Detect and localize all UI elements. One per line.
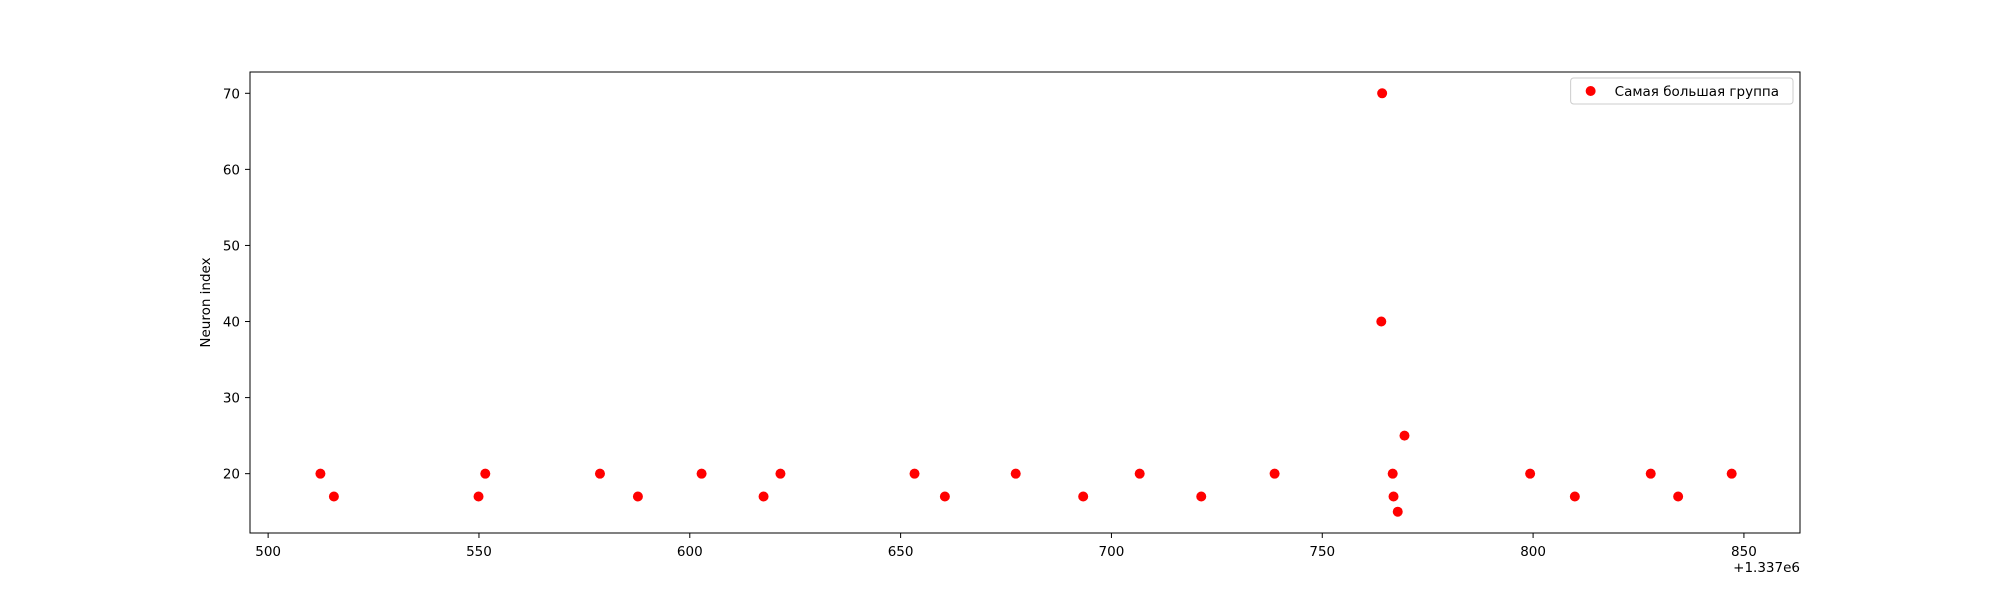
plot-frame — [249, 71, 1801, 534]
y-axis-label: Neuron index — [198, 257, 214, 347]
data-point — [696, 468, 707, 479]
x-tick-label: 700 — [1099, 544, 1125, 560]
y-axis: 20 30 40 50 60 70 — [223, 86, 250, 483]
data-point — [1388, 491, 1399, 502]
x-tick-label: 850 — [1731, 544, 1757, 560]
y-tick-label: 20 — [223, 467, 240, 483]
data-point — [594, 468, 605, 479]
x-tick-label: 500 — [255, 544, 281, 560]
x-tick-label: 550 — [466, 544, 492, 560]
legend-marker — [1585, 86, 1596, 96]
y-tick-label: 70 — [223, 86, 240, 102]
legend-box — [1570, 77, 1794, 105]
x-axis-offset-label: +1.337e6 — [1733, 560, 1800, 576]
data-point — [480, 468, 491, 479]
plot-area — [249, 71, 1801, 534]
data-point — [1134, 468, 1145, 479]
legend: Самая большая группа — [1570, 77, 1794, 105]
data-point — [909, 468, 920, 479]
y-tick-label: 60 — [223, 162, 240, 178]
data-point — [1569, 491, 1580, 502]
data-point — [758, 491, 769, 502]
y-tick-label: 30 — [223, 391, 240, 407]
data-point — [315, 468, 326, 479]
x-tick-label: 800 — [1520, 544, 1546, 560]
x-tick-label: 750 — [1309, 544, 1335, 560]
data-point — [1376, 316, 1387, 327]
data-point — [1726, 468, 1737, 479]
data-point — [1387, 468, 1398, 479]
x-tick-label: 650 — [888, 544, 914, 560]
legend-entry-label: Самая большая группа — [1615, 84, 1779, 100]
data-point — [1269, 468, 1280, 479]
x-axis: 500 550 600 650 700 750 800 850 — [255, 533, 1757, 560]
data-point — [775, 468, 786, 479]
data-point — [328, 491, 339, 502]
data-point — [473, 491, 484, 502]
data-point — [1196, 491, 1207, 502]
data-point — [1525, 468, 1536, 479]
data-point — [1673, 491, 1684, 502]
data-point — [939, 491, 950, 502]
data-point — [1399, 430, 1410, 441]
data-points — [315, 88, 1737, 517]
data-point — [1645, 468, 1656, 479]
x-tick-label: 600 — [677, 544, 703, 560]
data-point — [1010, 468, 1021, 479]
data-point — [1377, 88, 1388, 99]
data-point — [1392, 506, 1403, 517]
y-tick-label: 50 — [223, 238, 240, 254]
data-point — [632, 491, 643, 502]
data-point — [1078, 491, 1089, 502]
y-tick-label: 40 — [223, 315, 240, 331]
